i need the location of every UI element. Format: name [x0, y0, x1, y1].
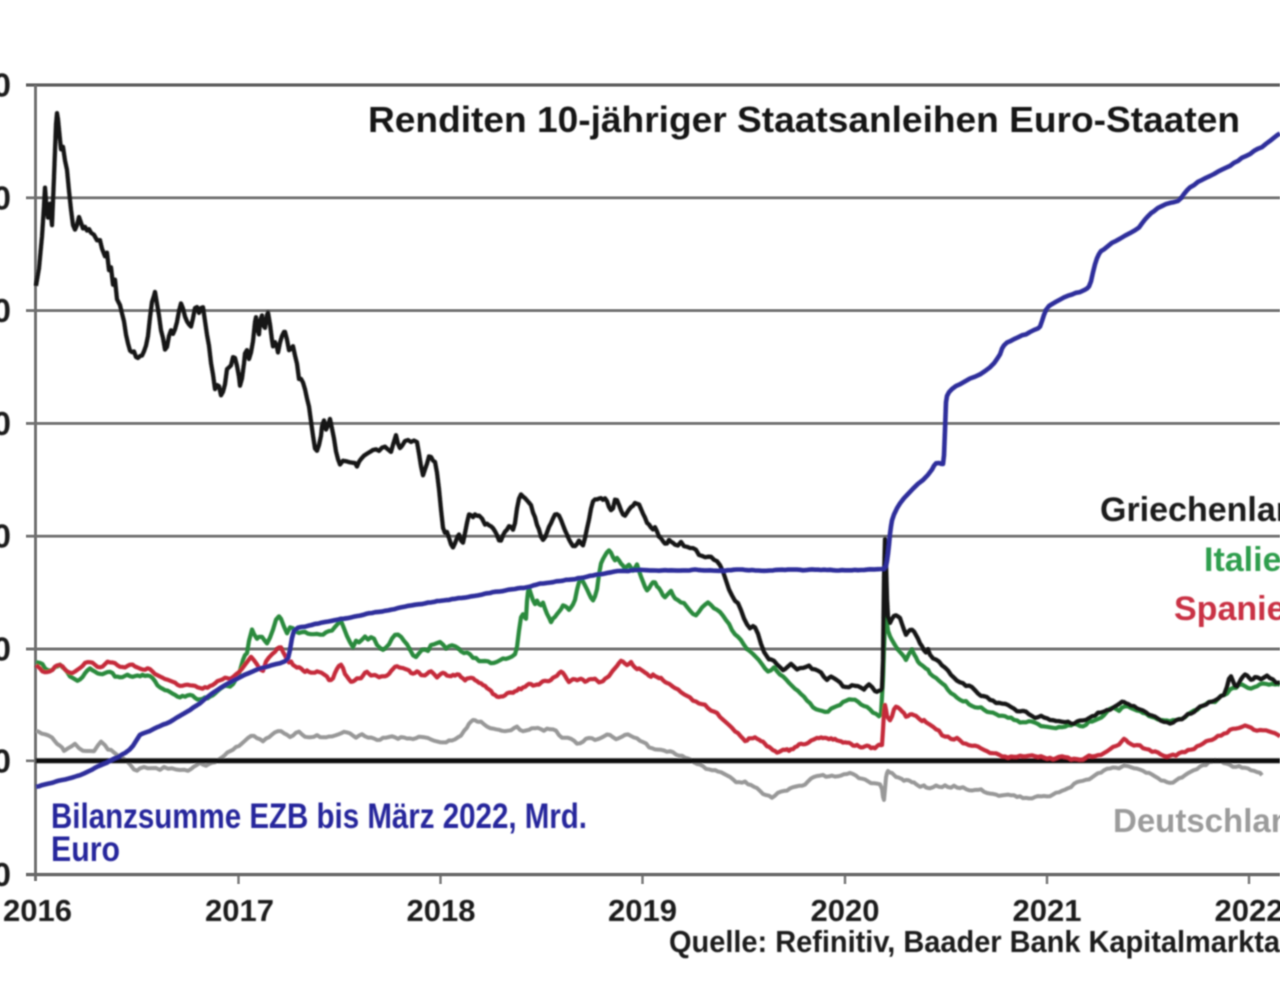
- svg-text:0: 0: [0, 405, 11, 442]
- svg-text:Italien: Italien: [1204, 541, 1280, 579]
- svg-text:Deutschland: Deutschland: [1113, 802, 1280, 839]
- svg-text:0: 0: [0, 856, 11, 893]
- svg-text:0: 0: [0, 742, 11, 779]
- svg-text:2016: 2016: [3, 893, 72, 928]
- svg-text:2017: 2017: [205, 893, 274, 928]
- svg-text:2021: 2021: [1013, 893, 1082, 928]
- svg-text:0: 0: [0, 67, 11, 104]
- svg-text:0: 0: [0, 179, 11, 216]
- svg-text:Spanien: Spanien: [1174, 590, 1280, 628]
- svg-text:Renditen 10-jähriger Staatsanl: Renditen 10-jähriger Staatsanleihen Euro…: [368, 99, 1240, 140]
- svg-text:0: 0: [0, 518, 11, 555]
- svg-text:Bilanzsumme EZB bis März 2022,: Bilanzsumme EZB bis März 2022, Mrd.: [51, 797, 587, 836]
- svg-text:0: 0: [0, 631, 11, 668]
- svg-text:0: 0: [0, 292, 11, 329]
- svg-text:Griechenland: Griechenland: [1100, 491, 1280, 529]
- svg-text:2019: 2019: [608, 893, 677, 928]
- svg-text:2022: 2022: [1215, 893, 1280, 928]
- svg-text:2018: 2018: [407, 893, 476, 928]
- svg-text:2020: 2020: [811, 893, 880, 928]
- svg-text:Quelle: Refinitiv, Baader Bank: Quelle: Refinitiv, Baader Bank Kapitalma…: [669, 924, 1280, 959]
- svg-text:Euro: Euro: [51, 830, 120, 869]
